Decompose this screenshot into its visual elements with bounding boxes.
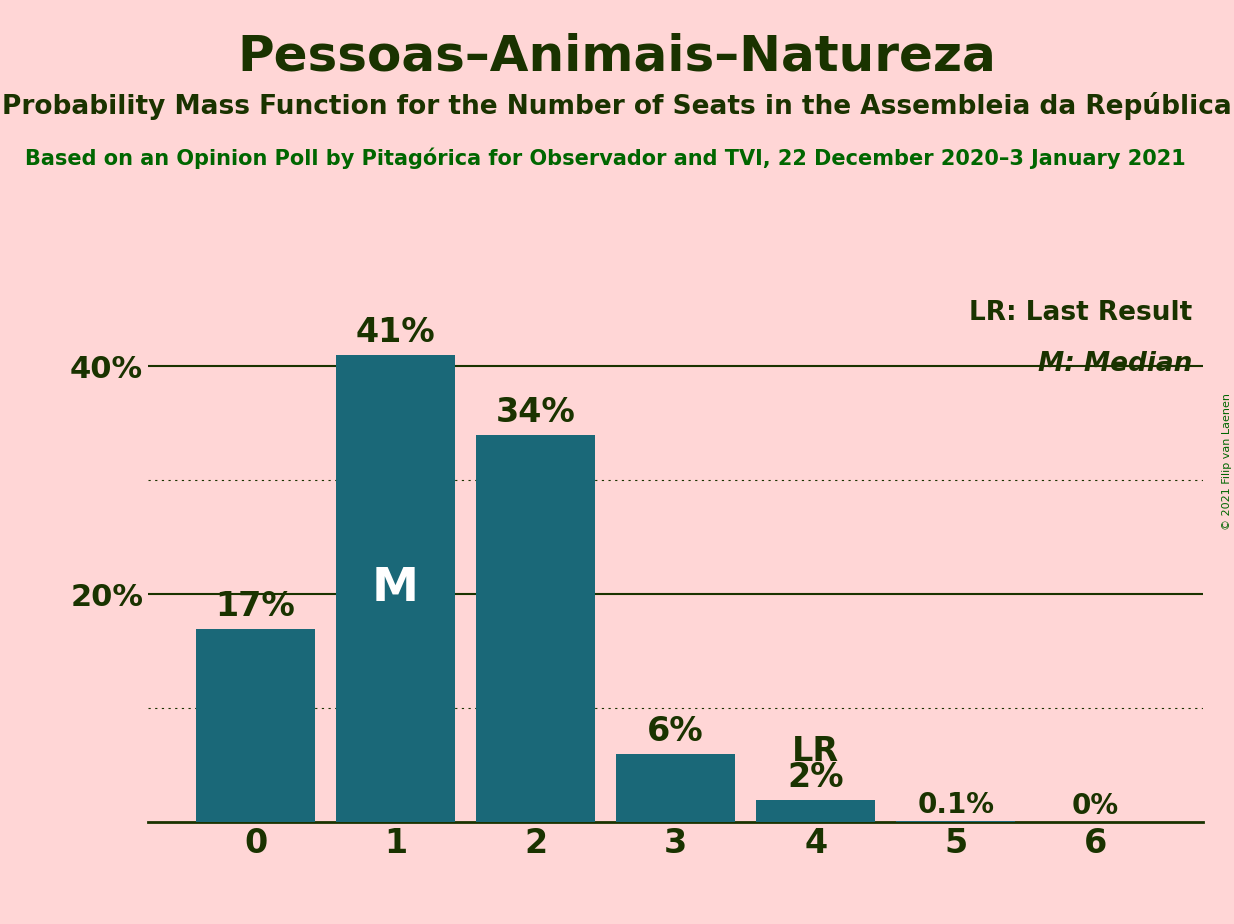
Text: 6%: 6% (648, 715, 703, 748)
Text: © 2021 Filip van Laenen: © 2021 Filip van Laenen (1222, 394, 1232, 530)
Text: LR: LR (792, 735, 839, 768)
Text: Based on an Opinion Poll by Pitagórica for Observador and TVI, 22 December 2020–: Based on an Opinion Poll by Pitagórica f… (25, 148, 1186, 169)
Text: 17%: 17% (216, 590, 295, 623)
Text: 34%: 34% (496, 396, 575, 429)
Text: 0%: 0% (1072, 792, 1119, 821)
Text: 41%: 41% (355, 316, 436, 349)
Bar (476, 434, 595, 822)
Text: 2%: 2% (787, 760, 844, 794)
Text: 0.1%: 0.1% (917, 791, 995, 819)
Text: LR: Last Result: LR: Last Result (970, 300, 1192, 326)
Text: Probability Mass Function for the Number of Seats in the Assembleia da República: Probability Mass Function for the Number… (2, 92, 1232, 120)
Bar (616, 754, 735, 822)
Bar (196, 628, 315, 822)
Bar (896, 821, 1016, 822)
Bar (756, 799, 875, 822)
Text: Pessoas–Animais–Natureza: Pessoas–Animais–Natureza (238, 32, 996, 80)
Text: M: M (373, 566, 420, 611)
Bar (336, 355, 455, 822)
Text: M: Median: M: Median (1038, 351, 1192, 377)
